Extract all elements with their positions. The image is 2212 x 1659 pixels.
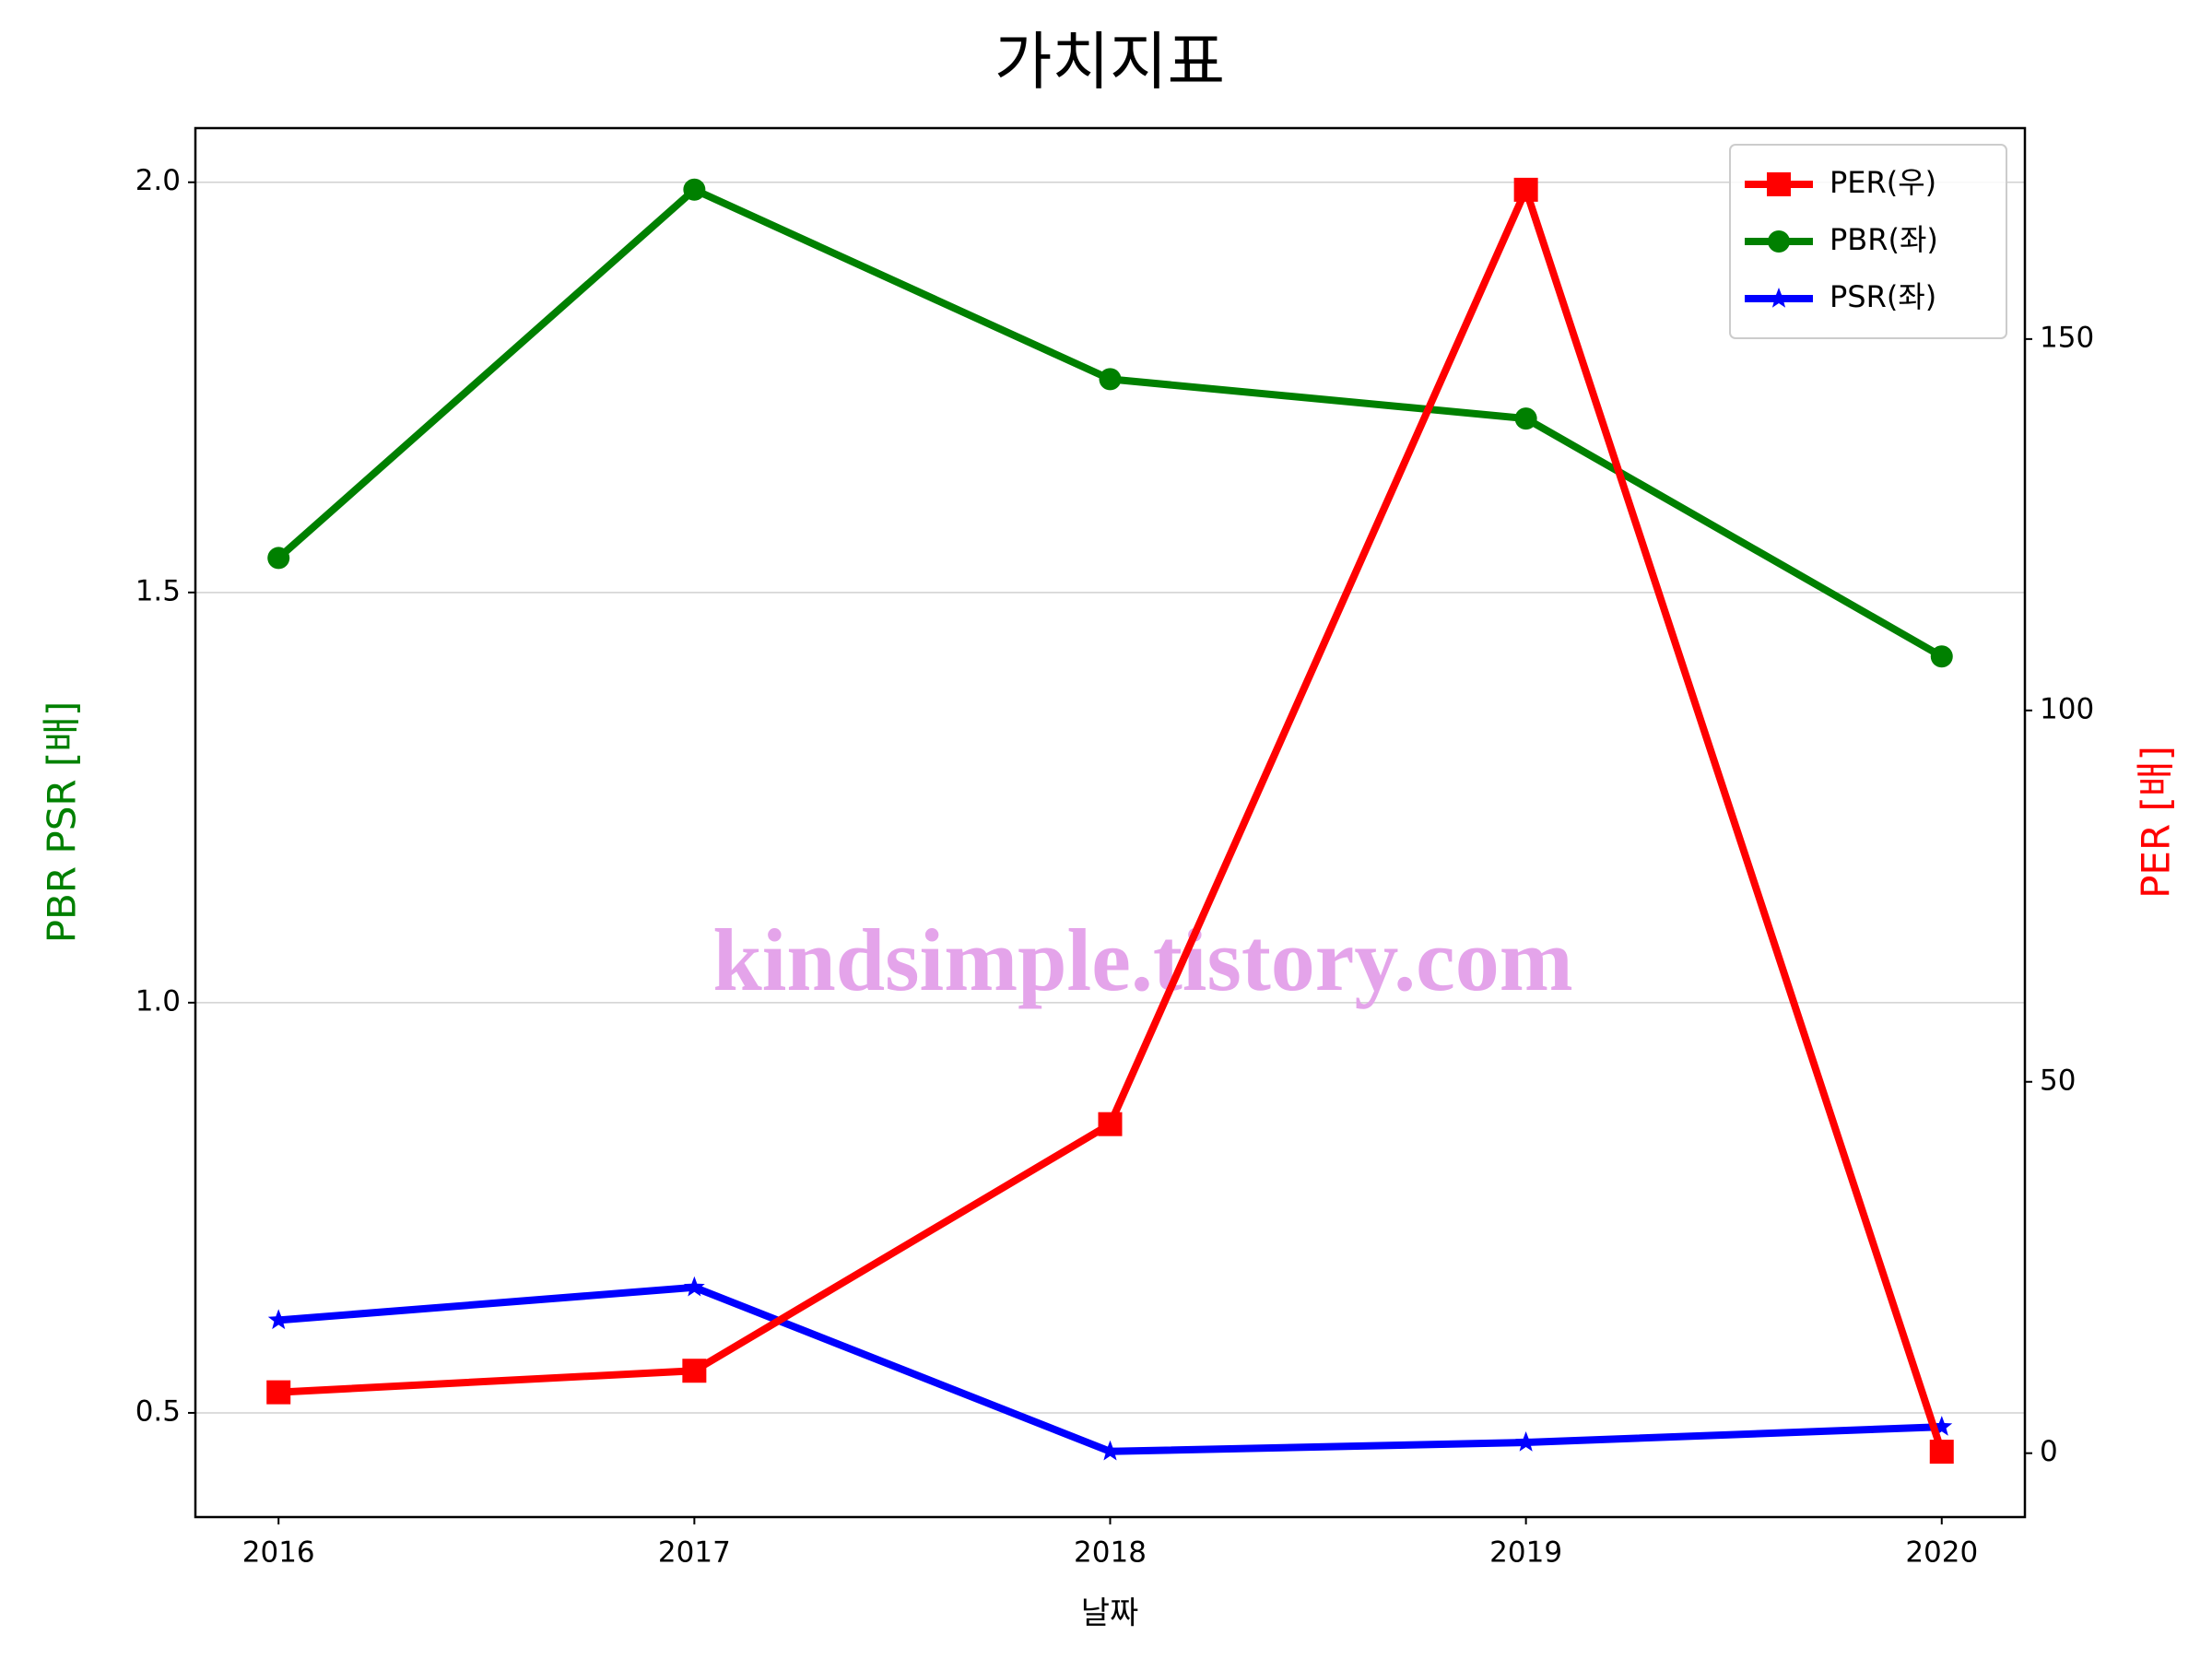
marker xyxy=(267,1309,289,1330)
series-line xyxy=(277,1283,1942,1455)
x-tick-label: 2020 xyxy=(1905,1536,1978,1570)
marker xyxy=(267,547,290,570)
x-tick-label: 2017 xyxy=(658,1536,731,1570)
legend-box xyxy=(1729,144,2007,339)
marker xyxy=(1100,1440,1121,1461)
y-tick-label: 2.0 xyxy=(135,164,181,197)
y2-tick-label: 100 xyxy=(2040,692,2094,725)
marker xyxy=(1515,1431,1536,1452)
marker xyxy=(1930,645,1953,668)
x-tick-label: 2018 xyxy=(1074,1536,1147,1570)
y-axis-label: PBR PSR [배] xyxy=(40,701,85,944)
legend-label: PSR(좌) xyxy=(1830,279,1936,314)
marker xyxy=(1931,1416,1953,1436)
watermark: kindsimple.tistory.com xyxy=(712,911,1572,1009)
y-tick-label: 0.5 xyxy=(135,1394,181,1428)
legend-marker xyxy=(1768,230,1790,253)
legend-marker xyxy=(1767,172,1791,196)
chart-title: 가치지표 xyxy=(994,27,1225,100)
marker xyxy=(1513,177,1538,202)
marker xyxy=(1929,1440,1954,1465)
y-tick-label: 1.0 xyxy=(135,984,181,1018)
marker xyxy=(682,1359,707,1383)
axes-frame xyxy=(194,126,2027,1519)
y-tick-label: 1.5 xyxy=(135,574,181,607)
x-tick-label: 2019 xyxy=(1489,1536,1562,1570)
y2-tick-label: 50 xyxy=(2040,1064,2076,1097)
y2-tick-label: 150 xyxy=(2040,321,2094,354)
marker xyxy=(266,1380,291,1405)
marker xyxy=(1098,1112,1123,1136)
legend-label: PER(우) xyxy=(1830,165,1936,200)
y2-axis-label: PER [배] xyxy=(2134,746,2179,899)
x-axis-label: 날짜 xyxy=(1081,1595,1139,1632)
marker xyxy=(1099,368,1122,391)
series-line xyxy=(276,185,1944,660)
legend-marker xyxy=(1768,288,1790,308)
marker xyxy=(684,1276,705,1297)
x-tick-label: 2016 xyxy=(242,1536,315,1570)
marker xyxy=(1514,407,1537,430)
legend-label: PBR(좌) xyxy=(1830,222,1938,257)
y2-tick-label: 0 xyxy=(2040,1435,2058,1468)
marker xyxy=(683,178,706,201)
